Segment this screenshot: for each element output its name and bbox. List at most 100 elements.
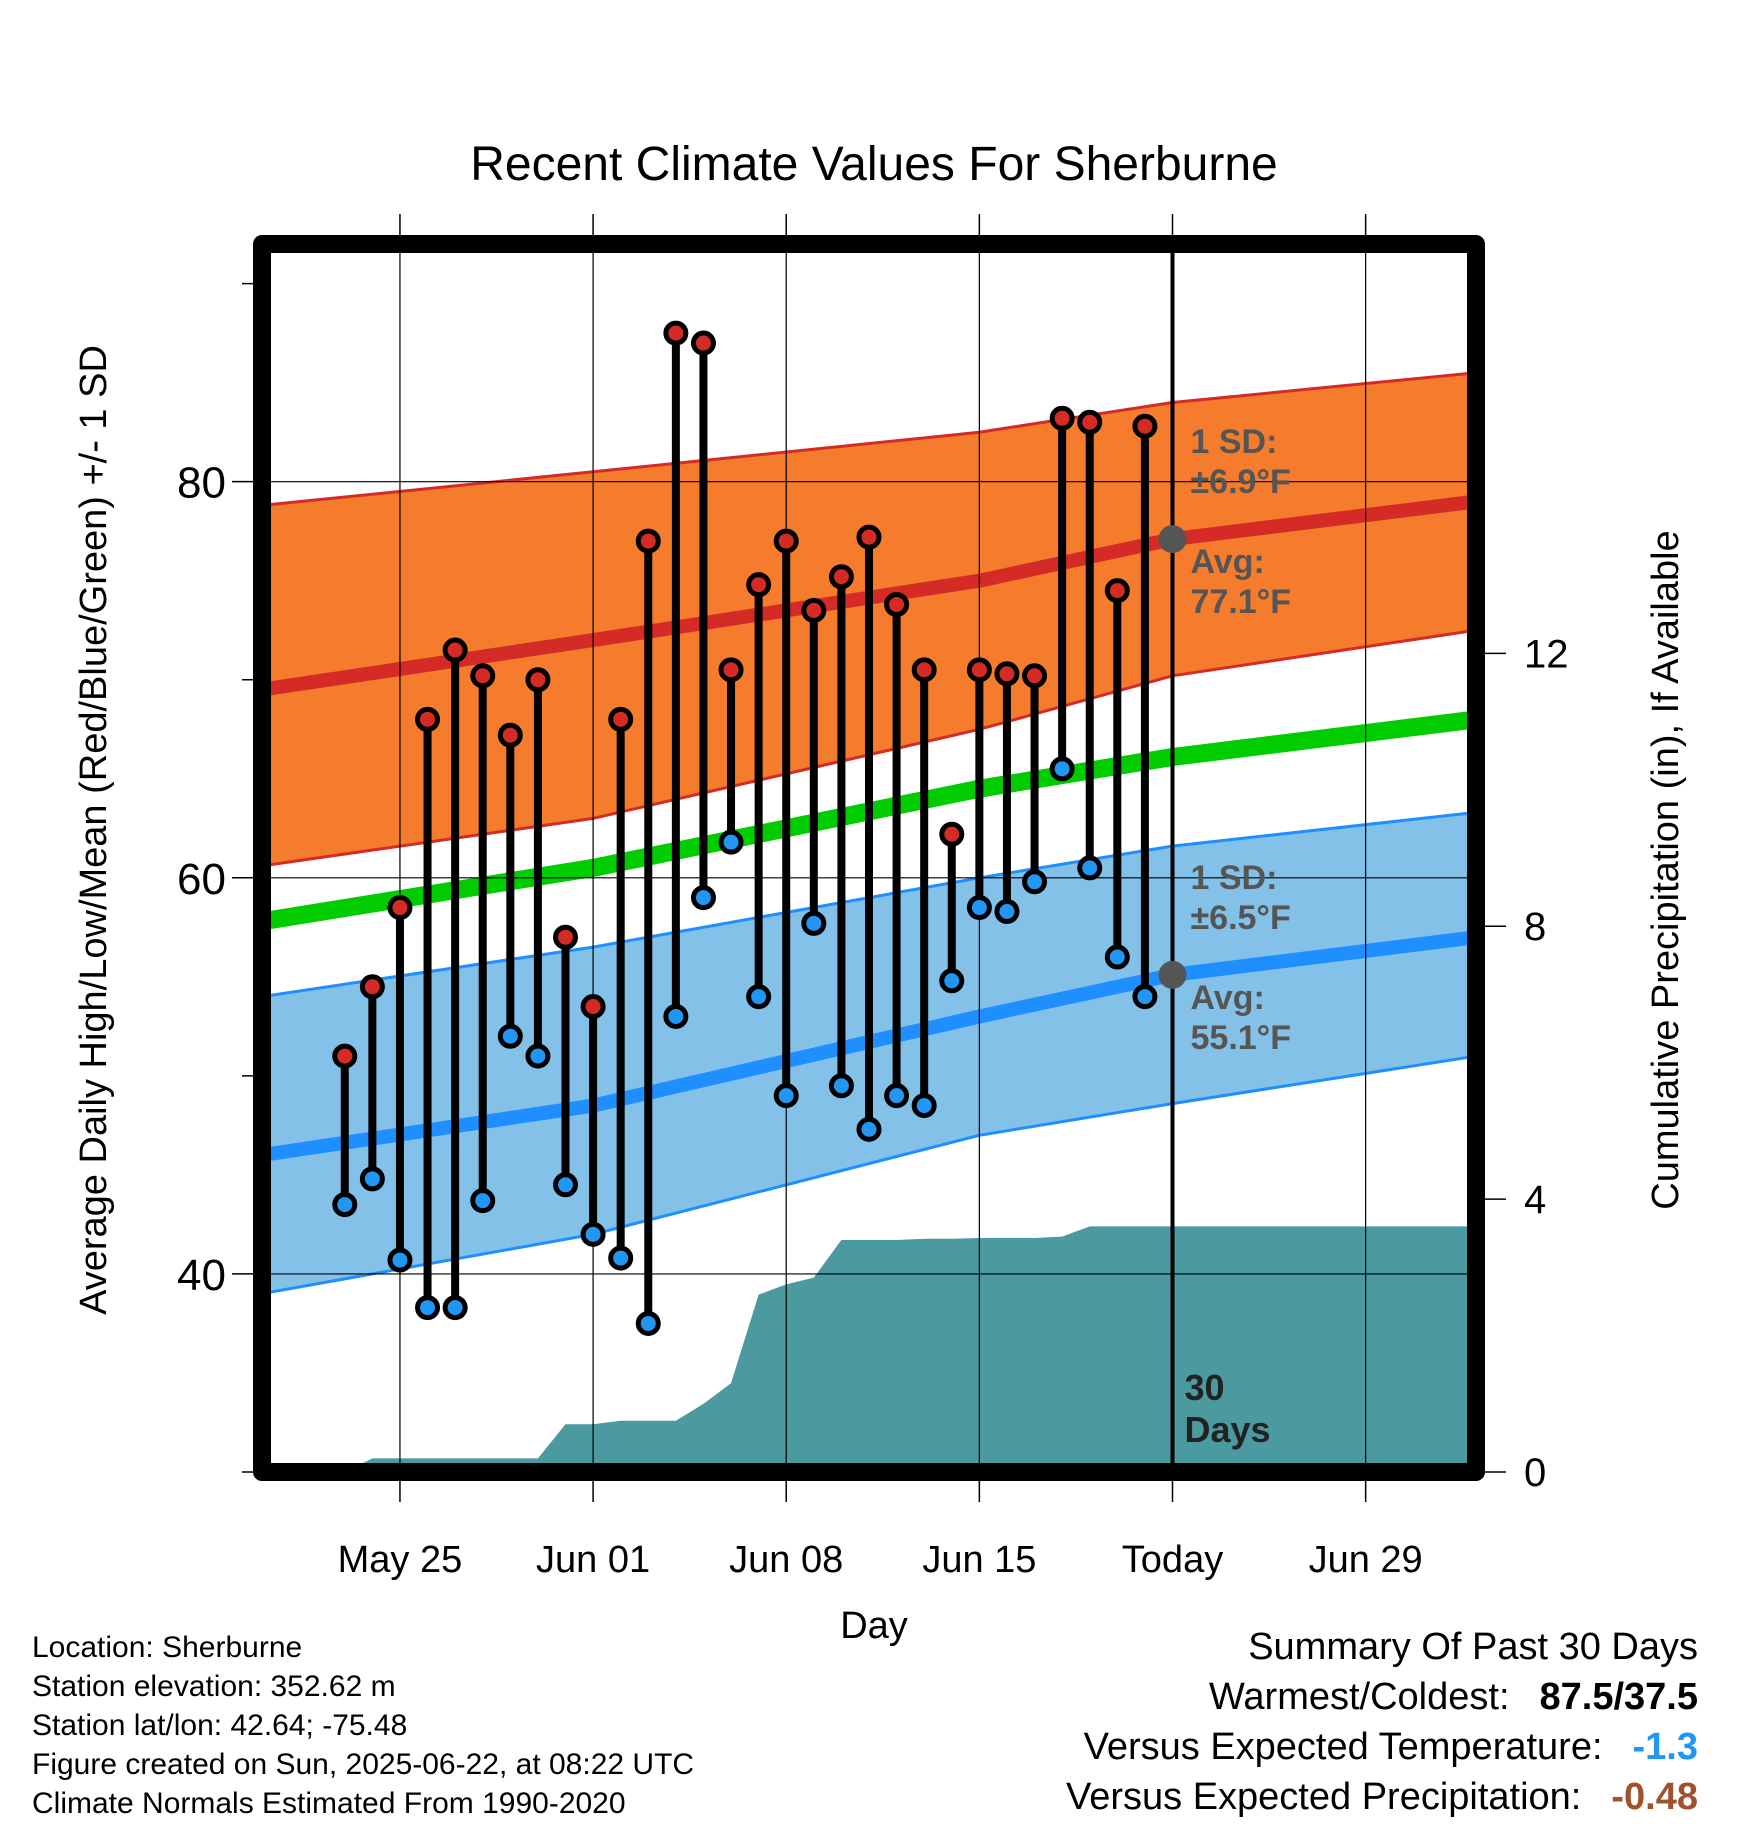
- y-axis-label: Average Daily High/Low/Mean (Red/Blue/Gr…: [73, 345, 115, 1315]
- daily-high-point: [994, 661, 1020, 687]
- daily-high-point: [884, 591, 910, 617]
- x-axis-label: Day: [840, 1605, 908, 1647]
- daily-low-point: [359, 1166, 385, 1192]
- info-location: Location: Sherburne: [32, 1631, 303, 1664]
- daily-high-point: [856, 524, 882, 550]
- summary-temp-value: -1.3: [1632, 1726, 1698, 1768]
- high-avg-label: Avg:: [1191, 543, 1265, 581]
- daily-low-point: [884, 1083, 910, 1109]
- x-tick-label: Jun 15: [922, 1539, 1036, 1581]
- daily-high-point: [525, 667, 551, 693]
- high-sd-value: ±6.9°F: [1191, 463, 1291, 501]
- daily-low-point: [966, 895, 992, 921]
- x-tick-label: Jun 01: [536, 1539, 650, 1581]
- y2-tick-label: 8: [1524, 905, 1546, 949]
- daily-high-point: [387, 895, 413, 921]
- daily-low-point: [1022, 869, 1048, 895]
- info-latlon: Station lat/lon: 42.64; -75.48: [32, 1709, 408, 1742]
- daily-low-point: [635, 1310, 661, 1336]
- precipitation-area: [344, 1226, 1476, 1472]
- days-unit-label: Days: [1185, 1409, 1271, 1450]
- y2-axis-label: Cumulative Precipitation (in), If Availa…: [1645, 530, 1687, 1209]
- high-avg-value: 77.1°F: [1191, 583, 1292, 621]
- daily-high-point: [1049, 405, 1075, 431]
- y-tick-label: 60: [177, 855, 226, 904]
- low-avg-label: Avg:: [1191, 979, 1265, 1017]
- daily-low-point: [608, 1245, 634, 1271]
- daily-high-point: [442, 637, 468, 663]
- daily-low-point: [828, 1073, 854, 1099]
- y-tick-label: 80: [177, 459, 226, 508]
- x-tick-label: Today: [1122, 1539, 1223, 1581]
- daily-low-point: [580, 1221, 606, 1247]
- info-created: Figure created on Sun, 2025-06-22, at 08…: [32, 1748, 695, 1781]
- daily-low-point: [497, 1023, 523, 1049]
- daily-low-point: [1132, 984, 1158, 1010]
- summary-warm-cold: Warmest/Coldest: 87.5/37.5: [1209, 1672, 1698, 1722]
- daily-high-point: [553, 924, 578, 950]
- daily-high-point: [580, 994, 606, 1020]
- low-sd-value: ±6.5°F: [1191, 899, 1291, 937]
- daily-high-point: [497, 722, 523, 748]
- daily-high-point: [911, 657, 937, 683]
- daily-low-point: [746, 984, 772, 1010]
- daily-low-point: [801, 910, 827, 936]
- daily-low-point: [773, 1083, 799, 1109]
- daily-high-point: [1022, 663, 1048, 689]
- today-low-normal-marker: [1158, 960, 1187, 989]
- chart-title: Recent Climate Values For Sherburne: [470, 138, 1278, 191]
- daily-high-point: [663, 320, 689, 346]
- daily-high-point: [635, 528, 661, 554]
- daily-high-point: [746, 572, 772, 598]
- info-elevation: Station elevation: 352.62 m: [32, 1670, 396, 1703]
- daily-low-point: [1049, 756, 1075, 782]
- daily-low-point: [856, 1116, 882, 1142]
- daily-high-point: [359, 974, 385, 1000]
- daily-high-point: [1132, 413, 1158, 439]
- daily-low-point: [470, 1188, 496, 1214]
- days-count-label: 30: [1185, 1367, 1225, 1408]
- y2-tick-label: 4: [1524, 1178, 1546, 1222]
- daily-low-point: [332, 1192, 358, 1218]
- daily-low-point: [718, 829, 744, 855]
- plot-interior: [262, 244, 1476, 1472]
- today-high-normal-marker: [1158, 525, 1187, 554]
- info-normals: Climate Normals Estimated From 1990-2020: [32, 1787, 626, 1820]
- x-tick-label: Jun 08: [729, 1539, 843, 1581]
- daily-high-point: [690, 330, 716, 356]
- daily-high-point: [801, 597, 827, 623]
- daily-high-point: [966, 657, 992, 683]
- summary-warm-cold-label: Warmest/Coldest:: [1208, 1676, 1510, 1718]
- daily-low-point: [911, 1093, 937, 1119]
- y-tick-label: 40: [177, 1251, 226, 1300]
- daily-high-point: [718, 657, 744, 683]
- daily-high-point: [608, 706, 634, 732]
- daily-low-point: [994, 898, 1020, 924]
- daily-low-point: [525, 1043, 551, 1069]
- plot-frame: [253, 235, 1485, 1481]
- low-sd-label: 1 SD:: [1191, 859, 1278, 897]
- daily-low-point: [415, 1295, 441, 1321]
- summary-temperature: Versus Expected Temperature: -1.3: [1084, 1722, 1698, 1772]
- daily-low-point: [1104, 944, 1130, 970]
- daily-high-point: [332, 1043, 358, 1069]
- summary-temp-label: Versus Expected Temperature:: [1083, 1726, 1603, 1768]
- daily-low-point: [387, 1247, 413, 1273]
- low-avg-value: 55.1°F: [1191, 1019, 1292, 1057]
- daily-low-point: [553, 1172, 578, 1198]
- daily-low-point: [442, 1295, 468, 1321]
- daily-high-point: [470, 663, 496, 689]
- daily-low-point: [939, 968, 965, 994]
- summary-precip-label: Versus Expected Precipitation:: [1065, 1776, 1582, 1818]
- daily-low-point: [663, 1003, 689, 1029]
- summary-precipitation: Versus Expected Precipitation: -0.48: [1066, 1772, 1698, 1822]
- daily-high-point: [828, 564, 854, 590]
- summary-warm-cold-value: 87.5/37.5: [1539, 1676, 1698, 1718]
- high-sd-label: 1 SD:: [1191, 423, 1278, 461]
- y2-tick-label: 0: [1524, 1451, 1546, 1495]
- daily-high-point: [939, 821, 965, 847]
- x-tick-label: May 25: [338, 1539, 463, 1581]
- summary-title: Summary Of Past 30 Days: [1248, 1626, 1698, 1668]
